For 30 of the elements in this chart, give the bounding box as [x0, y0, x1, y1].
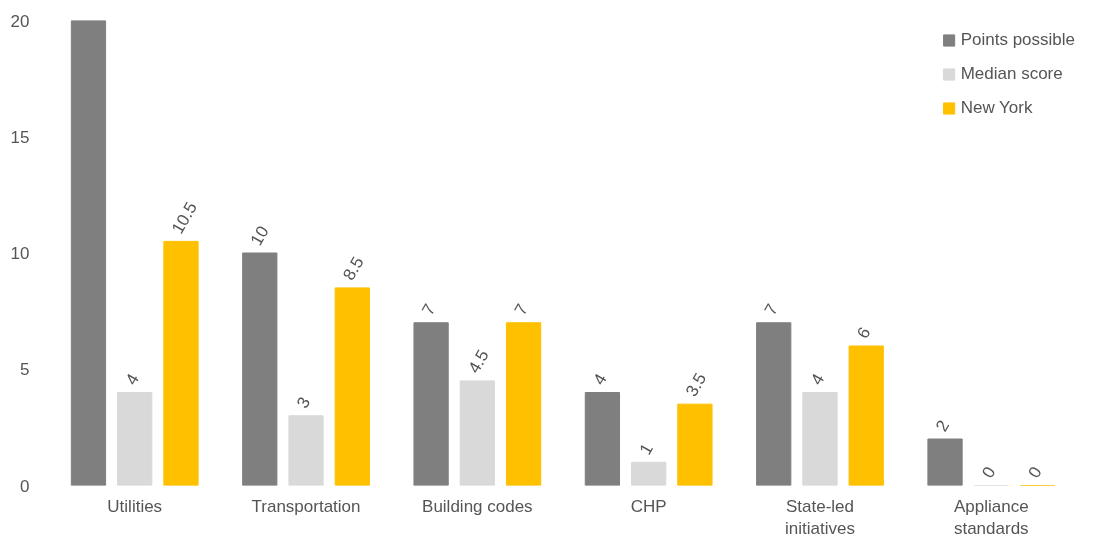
x-tick-label: Utilities — [107, 496, 163, 516]
data-label: 3.5 — [681, 369, 711, 400]
data-label: 8.5 — [339, 253, 368, 284]
data-label: 10 — [246, 222, 273, 249]
y-tick-label: 0 — [20, 476, 30, 496]
y-tick-label: 15 — [10, 127, 30, 147]
data-label: 4 — [589, 370, 611, 389]
data-label: 4 — [807, 370, 829, 389]
data-label: 7 — [418, 300, 440, 319]
legend-label: New York — [960, 98, 1033, 118]
y-tick-label: 5 — [20, 360, 30, 380]
data-label: 7 — [760, 300, 782, 319]
legend-label: Points possible — [960, 30, 1075, 50]
data-label: 3 — [293, 393, 315, 412]
y-tick-label: 10 — [10, 244, 30, 263]
data-label: 0 — [978, 463, 1000, 482]
data-label: 2 — [932, 417, 954, 435]
x-tick-label: Transportation — [251, 496, 361, 516]
x-tick-label: State-led initiatives — [785, 496, 855, 539]
x-tick-label: CHP — [630, 496, 667, 516]
data-label: 7 — [510, 300, 532, 319]
legend-label: Median score — [960, 64, 1063, 84]
x-tick-label: Building codes — [422, 496, 533, 516]
y-tick-label: 20 — [10, 11, 30, 31]
data-label: 6 — [853, 324, 875, 342]
data-label: 4.5 — [464, 346, 493, 377]
data-label: 4 — [121, 370, 143, 389]
data-label: 1 — [635, 440, 657, 458]
data-label: 0 — [1024, 463, 1046, 482]
x-tick-label: Appliance standards — [953, 496, 1029, 539]
